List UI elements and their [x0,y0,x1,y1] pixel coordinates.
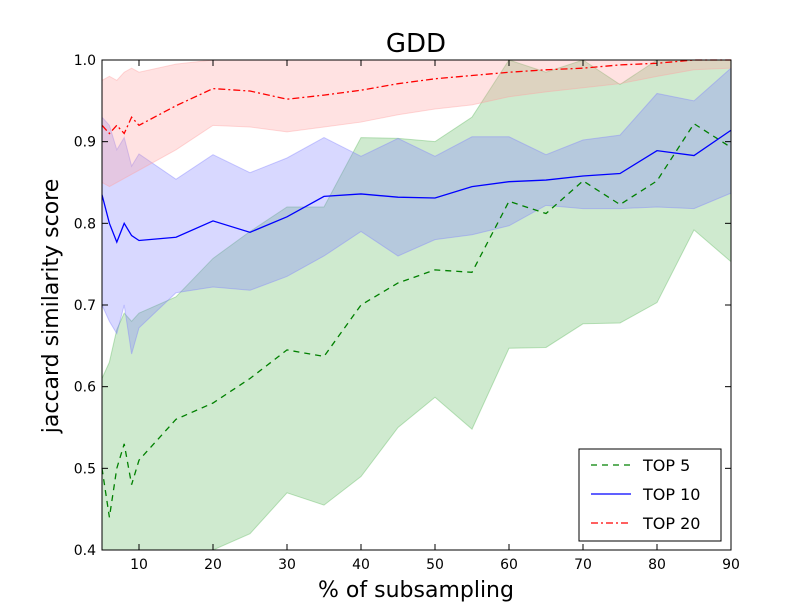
x-tick-label-30: 30 [278,557,296,573]
y-tick-label-2: 0.6 [74,380,96,396]
y-tick-label-4: 0.8 [74,216,96,232]
line-series-0 [101,122,732,518]
legend-label-2: TOP 20 [642,514,700,533]
x-tick-label-40: 40 [352,557,370,573]
y-tick-label-0: 0.4 [74,543,96,559]
x-tick-label-20: 20 [204,557,222,573]
series-lines [101,59,732,518]
legend-box [578,448,722,542]
x-tick-label-60: 60 [500,557,518,573]
chart-title: GDD [386,29,446,59]
line-series-1 [101,129,732,244]
axis-ticks: 10 20 30 40 50 60 70 80 90 0.4 0.5 0.6 0.7 0.8 0.9 1.0 [74,53,740,573]
legend-label-1: TOP 10 [642,485,700,504]
legend: TOP 5 TOP 10 TOP 20 [578,448,722,542]
x-tick-label-90: 90 [722,557,740,573]
plot-area: 10 20 30 40 50 60 70 80 90 0.4 0.5 0.6 0.7 0.8 0.9 1.0 [74,53,740,573]
legend-label-0: TOP 5 [642,456,690,475]
x-tick-label-70: 70 [574,557,592,573]
y-tick-label-6: 1.0 [74,53,96,69]
y-axis-label: jaccard similarity score [39,179,64,435]
x-tick-label-10: 10 [130,557,148,573]
y-tick-label-3: 0.7 [74,298,96,314]
x-tick-label-50: 50 [426,557,444,573]
y-tick-label-5: 0.9 [74,135,96,151]
y-tick-label-1: 0.5 [74,461,96,477]
x-tick-label-80: 80 [648,557,666,573]
x-axis-label: % of subsampling [318,578,514,603]
line-series-2 [101,59,731,135]
